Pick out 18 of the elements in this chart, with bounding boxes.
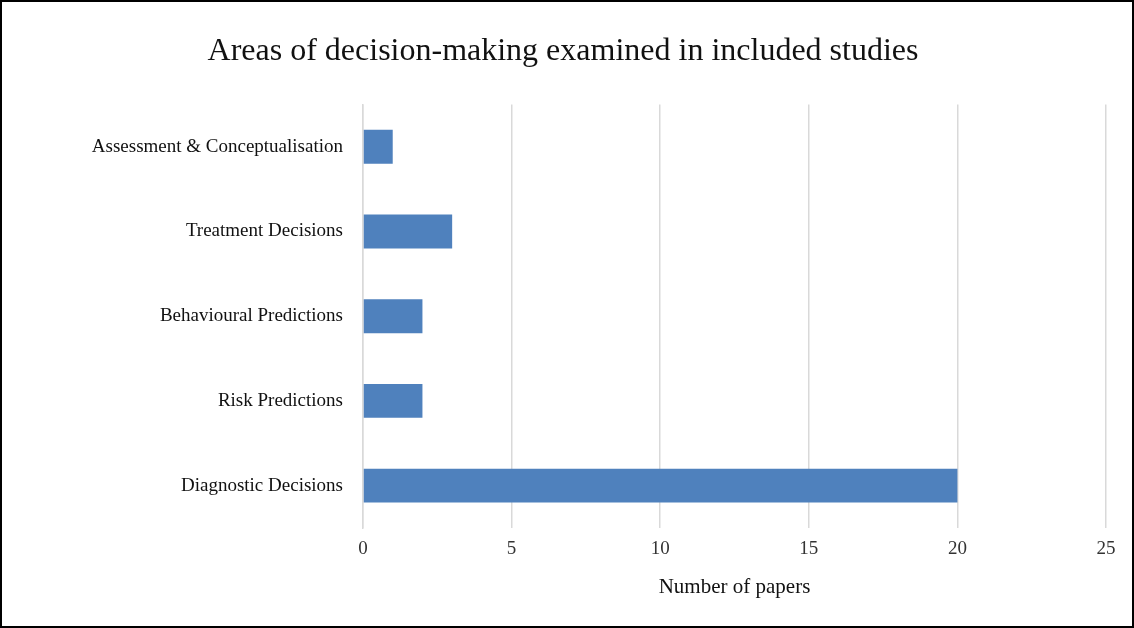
x-axis-title: Number of papers [658,573,811,598]
bar [363,214,453,249]
x-tick-label: 15 [799,537,819,559]
y-tick-label: Behavioural Predictions [159,304,343,326]
x-tick-label: 20 [947,537,967,559]
x-tick-label: 0 [358,537,368,559]
chart-title: Areas of decision-making examined in included studies [207,30,919,67]
y-tick-label: Treatment Decisions [185,219,343,241]
bar [363,468,958,503]
y-tick-label: Assessment & Conceptualisation [91,134,344,156]
bar [363,383,423,418]
x-tick-label: 5 [506,537,517,559]
bar [363,299,423,334]
y-tick-label: Risk Predictions [217,388,343,410]
bar [363,129,393,164]
y-tick-label: Diagnostic Decisions [180,473,343,495]
x-tick-label: 10 [650,537,670,559]
x-tick-label: 25 [1096,537,1116,559]
